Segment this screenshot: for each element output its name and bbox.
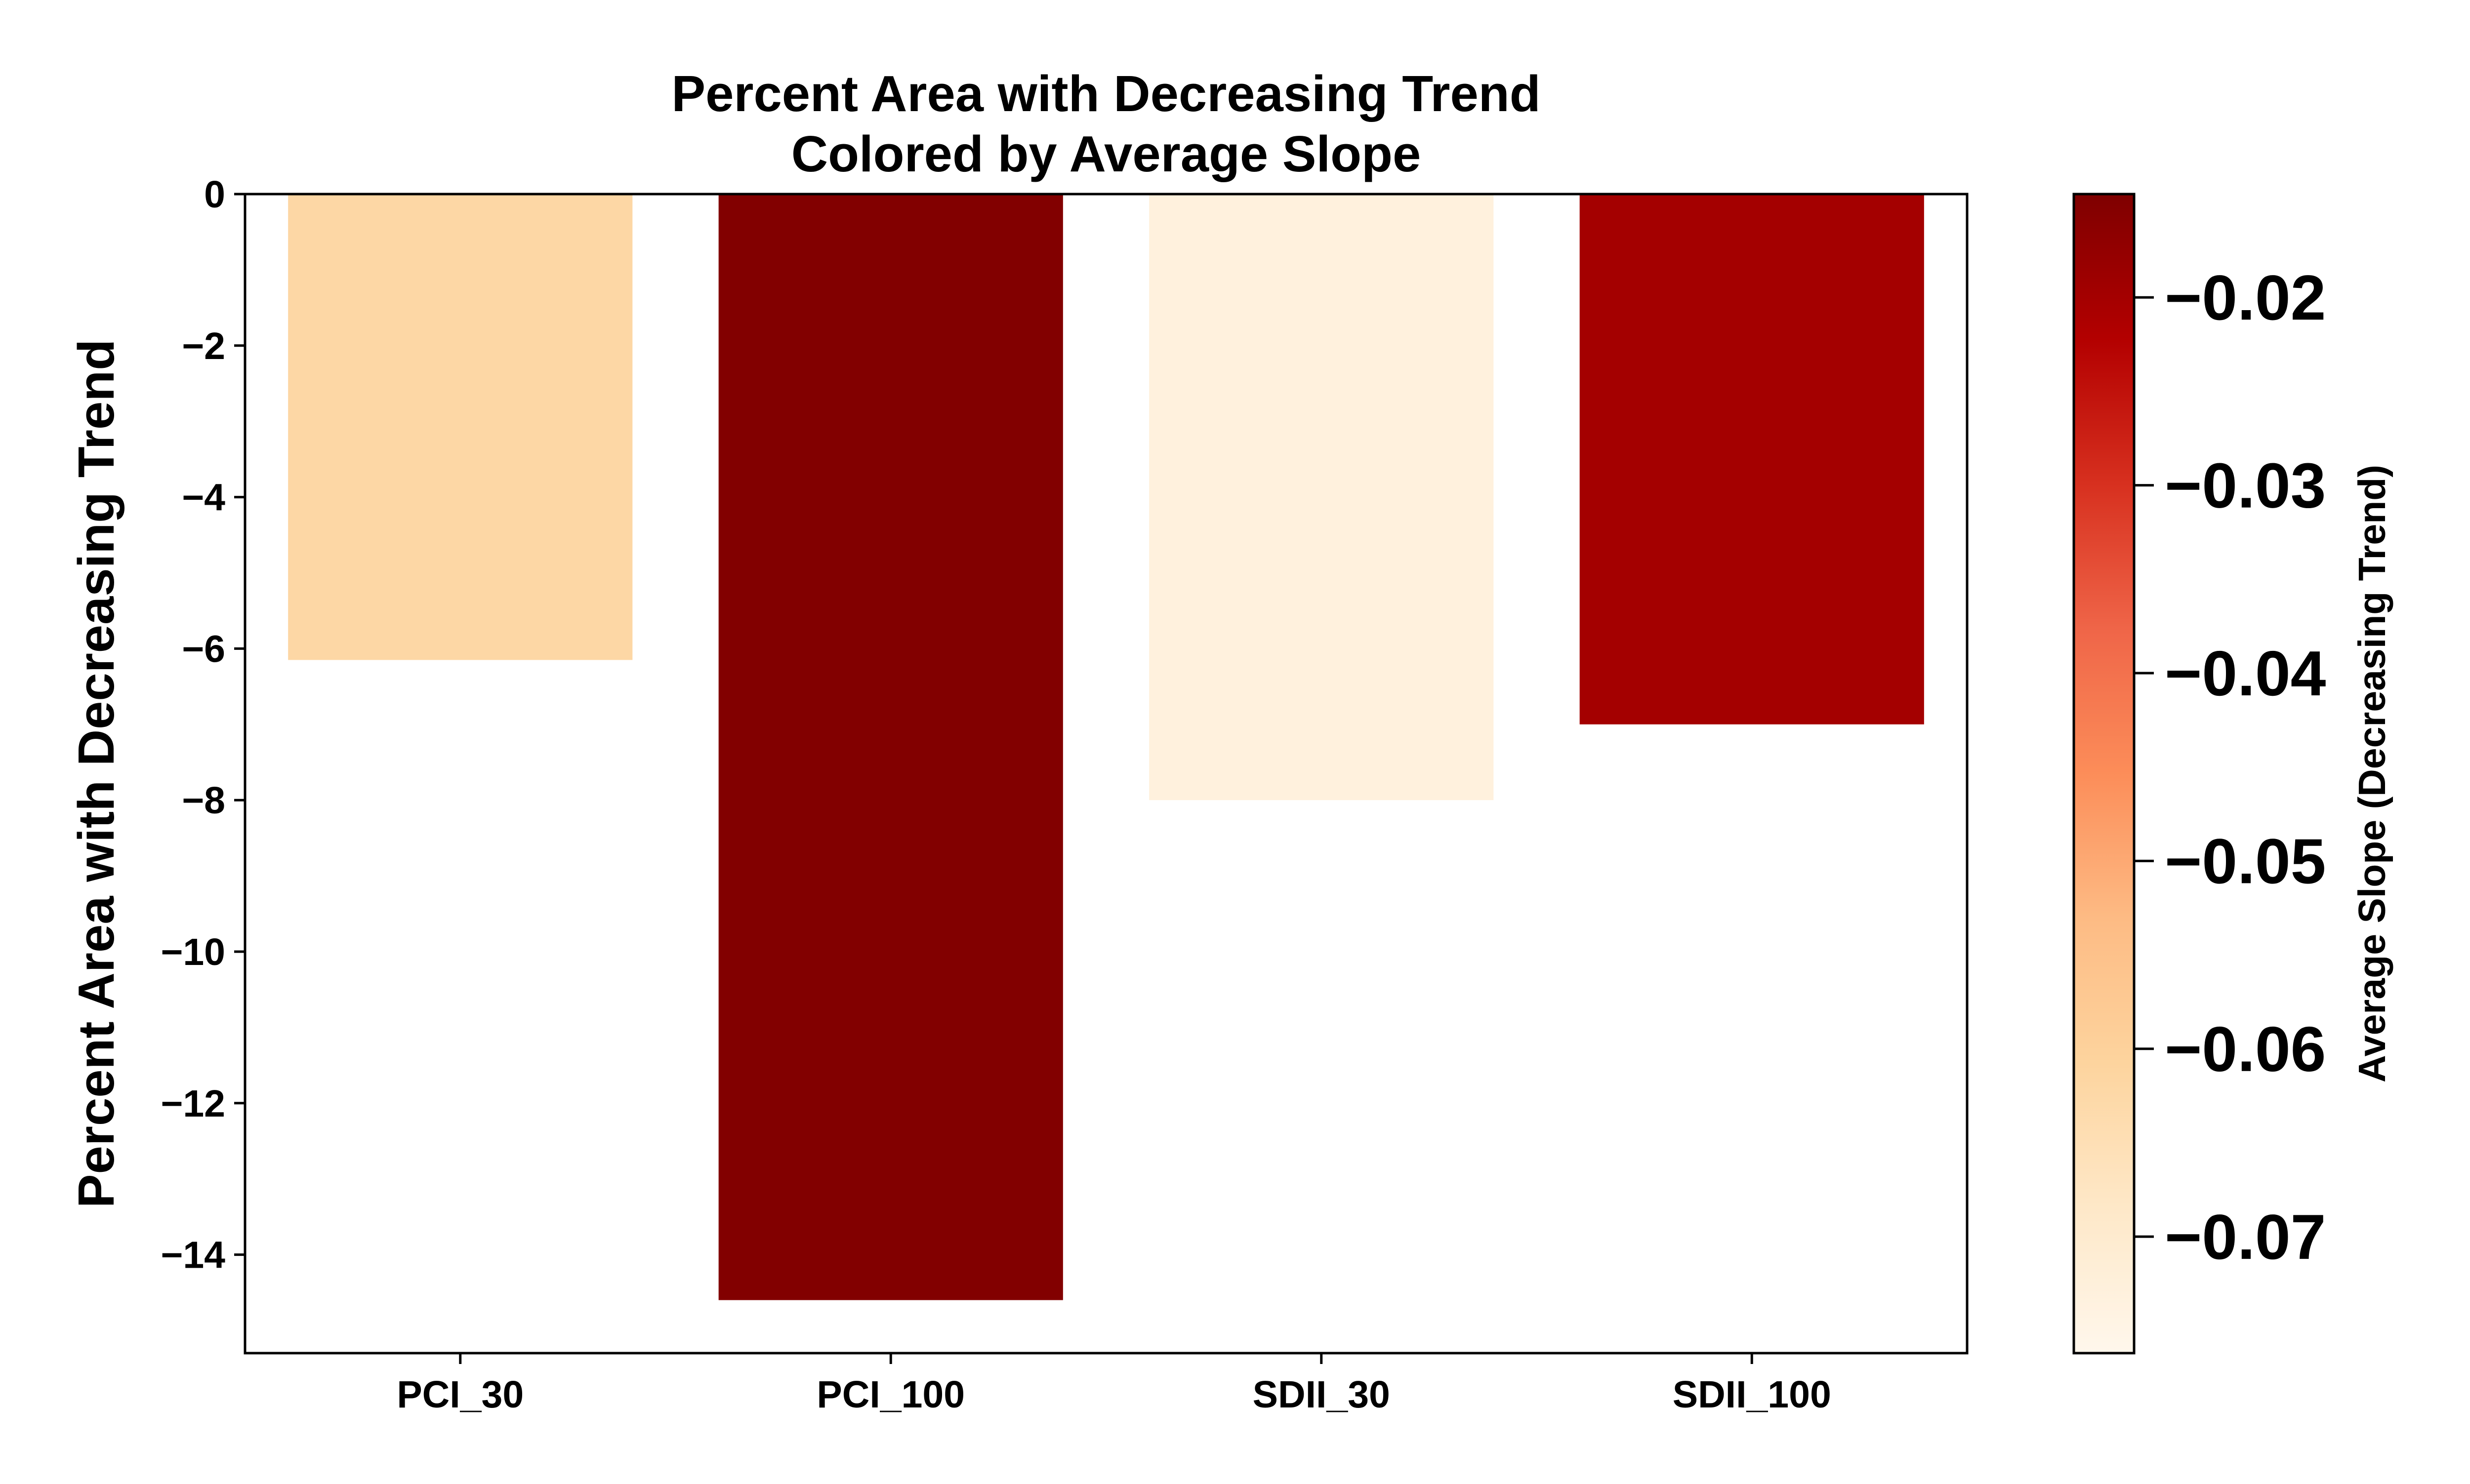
y-axis-label: Percent Area with Decreasing Trend (68, 339, 124, 1208)
colorbar-tick-label: −0.03 (2165, 450, 2326, 521)
y-tick-label: −14 (161, 1234, 225, 1277)
colorbar (2072, 193, 2136, 1355)
bar-pci-30 (288, 194, 633, 660)
bar-sdii-100 (1579, 194, 1924, 724)
x-tick-label: SDII_30 (1253, 1373, 1390, 1416)
y-tick-label: −12 (161, 1083, 225, 1125)
colorbar-tick-label: −0.06 (2165, 1014, 2326, 1085)
colorbar-tick-label: −0.07 (2165, 1202, 2326, 1273)
plot-frame (244, 193, 1969, 1355)
y-tick-label: −8 (182, 779, 225, 822)
y-tick-label: −4 (182, 477, 225, 519)
y-tick-label: 0 (204, 173, 225, 216)
chart-title-line: Colored by Average Slope (791, 125, 1421, 182)
y-tick-label: −6 (182, 628, 225, 670)
bar-sdii-30 (1149, 194, 1494, 801)
x-tick-label: PCI_100 (817, 1373, 965, 1416)
chart-title-line: Percent Area with Decreasing Trend (671, 65, 1540, 122)
bar-pci-100 (718, 194, 1063, 1300)
colorbar-tick-label: −0.04 (2165, 638, 2326, 709)
x-tick-label: SDII_100 (1673, 1373, 1831, 1416)
y-tick-label: −2 (182, 325, 225, 367)
colorbar-tick-label: −0.05 (2165, 826, 2326, 897)
x-tick-label: PCI_30 (397, 1373, 524, 1416)
y-tick-label: −10 (161, 931, 225, 973)
colorbar-label: Average Slope (Decreasing Trend) (2351, 465, 2393, 1083)
colorbar-tick-label: −0.02 (2165, 262, 2326, 333)
